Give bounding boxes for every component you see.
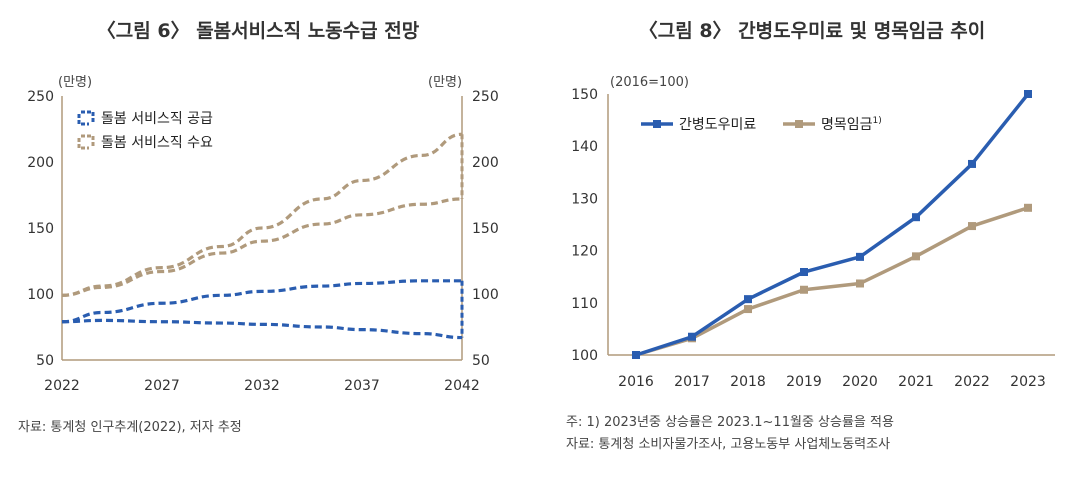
chart2-x-tick: 2021 [898, 374, 934, 390]
chart1-y-tick-left: 200 [27, 155, 54, 171]
chart2-data-point [800, 285, 808, 294]
legend-wage-name: 명목임금 [821, 117, 873, 133]
chart1-series-upper-line [61, 279, 462, 324]
legend-wage-label: 명목임금1) [821, 116, 882, 133]
chart2-x-tick: 2022 [954, 374, 990, 390]
chart1-y-tick-left: 50 [36, 353, 54, 369]
chart2-series-lines [632, 90, 1032, 359]
chart2-x-tick: 2017 [674, 374, 710, 390]
legend-demand-label: 돌봄 서비스직 수요 [101, 135, 213, 151]
chart2-data-point [912, 213, 920, 222]
legend-supply-label: 돌봄 서비스직 공급 [101, 111, 213, 127]
chart2-series-line [635, 92, 1030, 357]
chart1-y-tick-right: 200 [472, 155, 499, 171]
legend-supply-icon [77, 110, 95, 126]
chart1-y-tick-right: 250 [472, 89, 499, 105]
chart2-y-tick: 150 [571, 87, 598, 103]
chart1-source: 자료: 통계청 인구추계(2022), 저자 추정 [18, 420, 242, 435]
chart2-y-ticks: 100 110 120 130 140 150 [571, 87, 598, 364]
chart1-legend: 돌봄 서비스직 공급 돌봄 서비스직 수요 [77, 110, 213, 151]
chart2-data-point [1024, 203, 1032, 212]
chart1-series-lower-line [61, 318, 463, 340]
chart2-data-point [856, 279, 864, 288]
chart1-y-tick-right: 150 [472, 221, 499, 237]
chart2-y-tick: 120 [571, 244, 598, 260]
chart1-x-tick: 2042 [444, 378, 480, 394]
chart2-data-point [1024, 90, 1032, 98]
chart1-right-unit: (만명) [428, 75, 462, 90]
chart2-x-tick: 2020 [842, 374, 878, 390]
chart1-x-ticks: 2022 2027 2032 2037 2042 [44, 378, 480, 394]
chart2-series-line [635, 206, 1029, 357]
chart2-legend: 간병도우미료 명목임금1) [641, 116, 882, 133]
chart1-y-ticks-right: 50 100 150 200 250 [472, 89, 499, 369]
chart1-y-tick-left: 150 [27, 221, 54, 237]
chart2-data-point [632, 351, 640, 359]
chart-care-fee-wage: 〈그림 8〉 간병도우미료 및 명목임금 추이 (2016=100) 100 11… [566, 19, 1055, 452]
legend-care-fee-label: 간병도우미료 [679, 117, 756, 133]
chart2-data-point [968, 159, 976, 168]
chart1-title: 〈그림 6〉 돌봄서비스직 노동수급 전망 [97, 19, 420, 42]
chart2-note: 주: 1) 2023년중 상승률은 2023.1~11월중 상승률을 적용 [566, 415, 894, 430]
chart2-y-tick: 140 [571, 139, 598, 155]
chart2-y-tick: 100 [571, 348, 598, 364]
chart1-y-tick-right: 100 [472, 287, 499, 303]
chart2-x-ticks: 2016 2017 2018 2019 2020 2021 2022 2023 [618, 374, 1046, 390]
chart2-unit: (2016=100) [610, 75, 689, 90]
chart1-series-lines [61, 132, 464, 340]
chart1-y-tick-left: 100 [27, 287, 54, 303]
chart1-y-ticks-left: 50 100 150 200 250 [27, 89, 54, 369]
chart1-y-tick-right: 50 [472, 353, 490, 369]
chart1-x-tick: 2032 [244, 378, 280, 394]
chart2-x-tick: 2018 [730, 374, 766, 390]
chart1-x-tick: 2027 [144, 378, 180, 394]
chart2-x-tick: 2023 [1010, 374, 1046, 390]
chart2-data-point [800, 268, 808, 277]
chart2-source: 자료: 통계청 소비자물가조사, 고용노동부 사업체노동력조사 [566, 437, 890, 452]
legend-demand-icon [77, 134, 95, 150]
chart2-data-point [912, 252, 920, 261]
chart1-x-tick: 2037 [344, 378, 380, 394]
chart2-data-point [968, 222, 976, 231]
chart2-x-tick: 2019 [786, 374, 822, 390]
chart2-data-point [744, 305, 752, 314]
legend-care-fee-marker [653, 120, 661, 128]
chart-labor-supply-demand: 〈그림 6〉 돌봄서비스직 노동수급 전망 (만명) (만명) 50 100 150… [18, 19, 499, 435]
chart1-series-lower-line [61, 197, 463, 297]
chart2-data-point [856, 252, 864, 261]
legend-wage-superscript: 1) [873, 116, 882, 126]
chart2-x-tick: 2016 [618, 374, 654, 390]
chart1-left-unit: (만명) [58, 75, 92, 90]
chart1-series-upper-line [61, 132, 463, 297]
chart1-y-tick-left: 250 [27, 89, 54, 105]
legend-wage-marker [795, 120, 803, 128]
chart2-data-point [744, 295, 752, 304]
chart2-title: 〈그림 8〉 간병도우미료 및 명목임금 추이 [639, 19, 986, 42]
chart2-data-point [688, 332, 696, 341]
chart1-x-tick: 2022 [44, 378, 80, 394]
chart2-y-tick: 130 [571, 191, 598, 207]
chart2-y-tick: 110 [571, 296, 598, 312]
